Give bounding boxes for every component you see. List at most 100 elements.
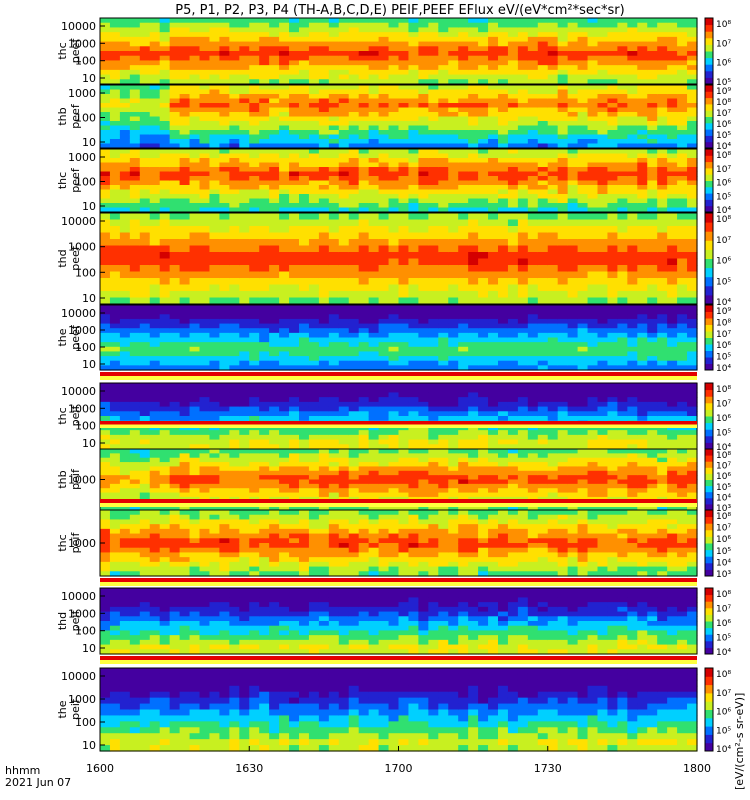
spectrogram-cell — [229, 284, 240, 292]
spectrogram-cell — [537, 383, 549, 389]
spectrogram-cell — [328, 116, 340, 122]
spectrogram-cell — [199, 323, 211, 329]
spectrogram-cell — [667, 125, 678, 131]
spectrogram-cell — [637, 194, 648, 200]
spectrogram-cell — [597, 27, 609, 33]
spectrogram-cell — [617, 69, 628, 76]
spectrogram-cell — [428, 22, 439, 29]
spectrogram-cell — [498, 245, 509, 253]
spectrogram-cell — [100, 176, 111, 182]
spectrogram-cell — [438, 46, 449, 52]
spectrogram-cell — [388, 271, 400, 279]
spectrogram-cell — [149, 207, 161, 213]
spectrogram-cell — [408, 383, 419, 389]
spectrogram-cell — [368, 439, 380, 445]
spectrogram-cell — [577, 337, 589, 343]
spectrogram-cell — [418, 198, 429, 204]
spectrogram-cell — [199, 337, 211, 343]
spectrogram-cell — [517, 258, 529, 266]
spectrogram-cell — [597, 176, 609, 182]
spectrogram-cell — [249, 401, 260, 408]
spectrogram-cell — [239, 430, 250, 436]
spectrogram-cell — [667, 32, 678, 38]
spectrogram-cell — [448, 203, 459, 209]
spectrogram-cell — [279, 158, 290, 164]
spectrogram-cell — [149, 51, 161, 57]
spectrogram-cell — [557, 439, 569, 445]
spectrogram-cell — [348, 107, 360, 113]
spectrogram-cell — [318, 22, 330, 29]
spectrogram-cell — [408, 365, 419, 371]
spectrogram-cell — [368, 430, 380, 436]
spectrogram-cell — [259, 130, 270, 136]
spectrogram-cell — [597, 198, 609, 204]
spectrogram-cell — [677, 55, 688, 62]
spectrogram-cell — [149, 198, 161, 204]
spectrogram-cell — [328, 392, 340, 398]
spectrogram-cell — [428, 332, 439, 339]
spectrogram-cell — [567, 85, 579, 91]
spectrogram-cell — [607, 162, 618, 168]
spectrogram-cell — [418, 65, 429, 71]
spectrogram-cell — [199, 36, 211, 43]
spectrogram-cell — [507, 383, 519, 389]
spectrogram-cell — [368, 103, 380, 109]
spectrogram-cell — [637, 167, 648, 173]
spectrogram-cell — [488, 180, 499, 186]
spectrogram-cell — [587, 32, 599, 38]
spectrogram-cell — [279, 94, 290, 100]
spectrogram-cell — [507, 116, 519, 122]
spectrogram-cell — [279, 346, 290, 353]
spectrogram-cell — [388, 213, 400, 221]
spectrogram-cell — [478, 55, 489, 62]
spectrogram-cell — [408, 198, 419, 204]
spectrogram-cell — [547, 271, 559, 279]
spectrogram-cell — [597, 112, 609, 118]
spectrogram-cell — [289, 416, 300, 422]
spectrogram-cell — [378, 252, 390, 260]
spectrogram-cell — [159, 213, 171, 221]
spectrogram-cell — [249, 36, 260, 43]
spectrogram-cell — [388, 245, 400, 253]
spectrogram-cell — [537, 139, 549, 145]
spectrogram-cell — [637, 309, 648, 315]
spectrogram-cell — [557, 305, 569, 311]
spectrogram-cell — [318, 69, 330, 76]
spectrogram-cell — [338, 158, 350, 164]
spectrogram-cell — [149, 318, 161, 325]
spectrogram-cell — [378, 22, 390, 29]
spectrogram-cell — [179, 149, 191, 155]
spectrogram-cell — [348, 203, 360, 209]
spectrogram-cell — [627, 143, 638, 149]
spectrogram-cell — [169, 387, 181, 394]
spectrogram-cell — [259, 318, 270, 325]
spectrogram-cell — [279, 356, 290, 362]
spectrogram-cell — [169, 351, 181, 357]
spectrogram-cell — [507, 130, 519, 136]
spectrogram-cell — [418, 401, 429, 408]
spectrogram-cell — [537, 387, 549, 394]
spectrogram-cell — [149, 297, 161, 305]
spectrogram-cell — [408, 207, 419, 213]
spectrogram-cell — [507, 265, 519, 273]
spectrogram-cell — [159, 149, 171, 155]
spectrogram-cell — [149, 271, 161, 279]
spectrogram-cell — [289, 309, 300, 315]
spectrogram-cell — [438, 51, 449, 57]
spectrogram-cell — [109, 46, 121, 52]
spectrogram-cell — [129, 32, 141, 38]
spectrogram-cell — [388, 265, 400, 273]
spectrogram-cell — [299, 103, 310, 109]
spectrogram-cell — [428, 271, 439, 279]
spectrogram-cell — [348, 55, 360, 62]
spectrogram-cell — [100, 406, 111, 412]
spectrogram-cell — [289, 430, 300, 436]
spectrogram-cell — [517, 392, 529, 398]
spectrogram-cell — [507, 27, 519, 33]
spectrogram-cell — [199, 198, 211, 204]
spectrogram-cell — [687, 55, 698, 62]
spectrogram-cell — [597, 60, 609, 66]
spectrogram-cell — [179, 79, 191, 85]
spectrogram-cell — [119, 444, 131, 450]
spectrogram-cell — [438, 219, 449, 227]
